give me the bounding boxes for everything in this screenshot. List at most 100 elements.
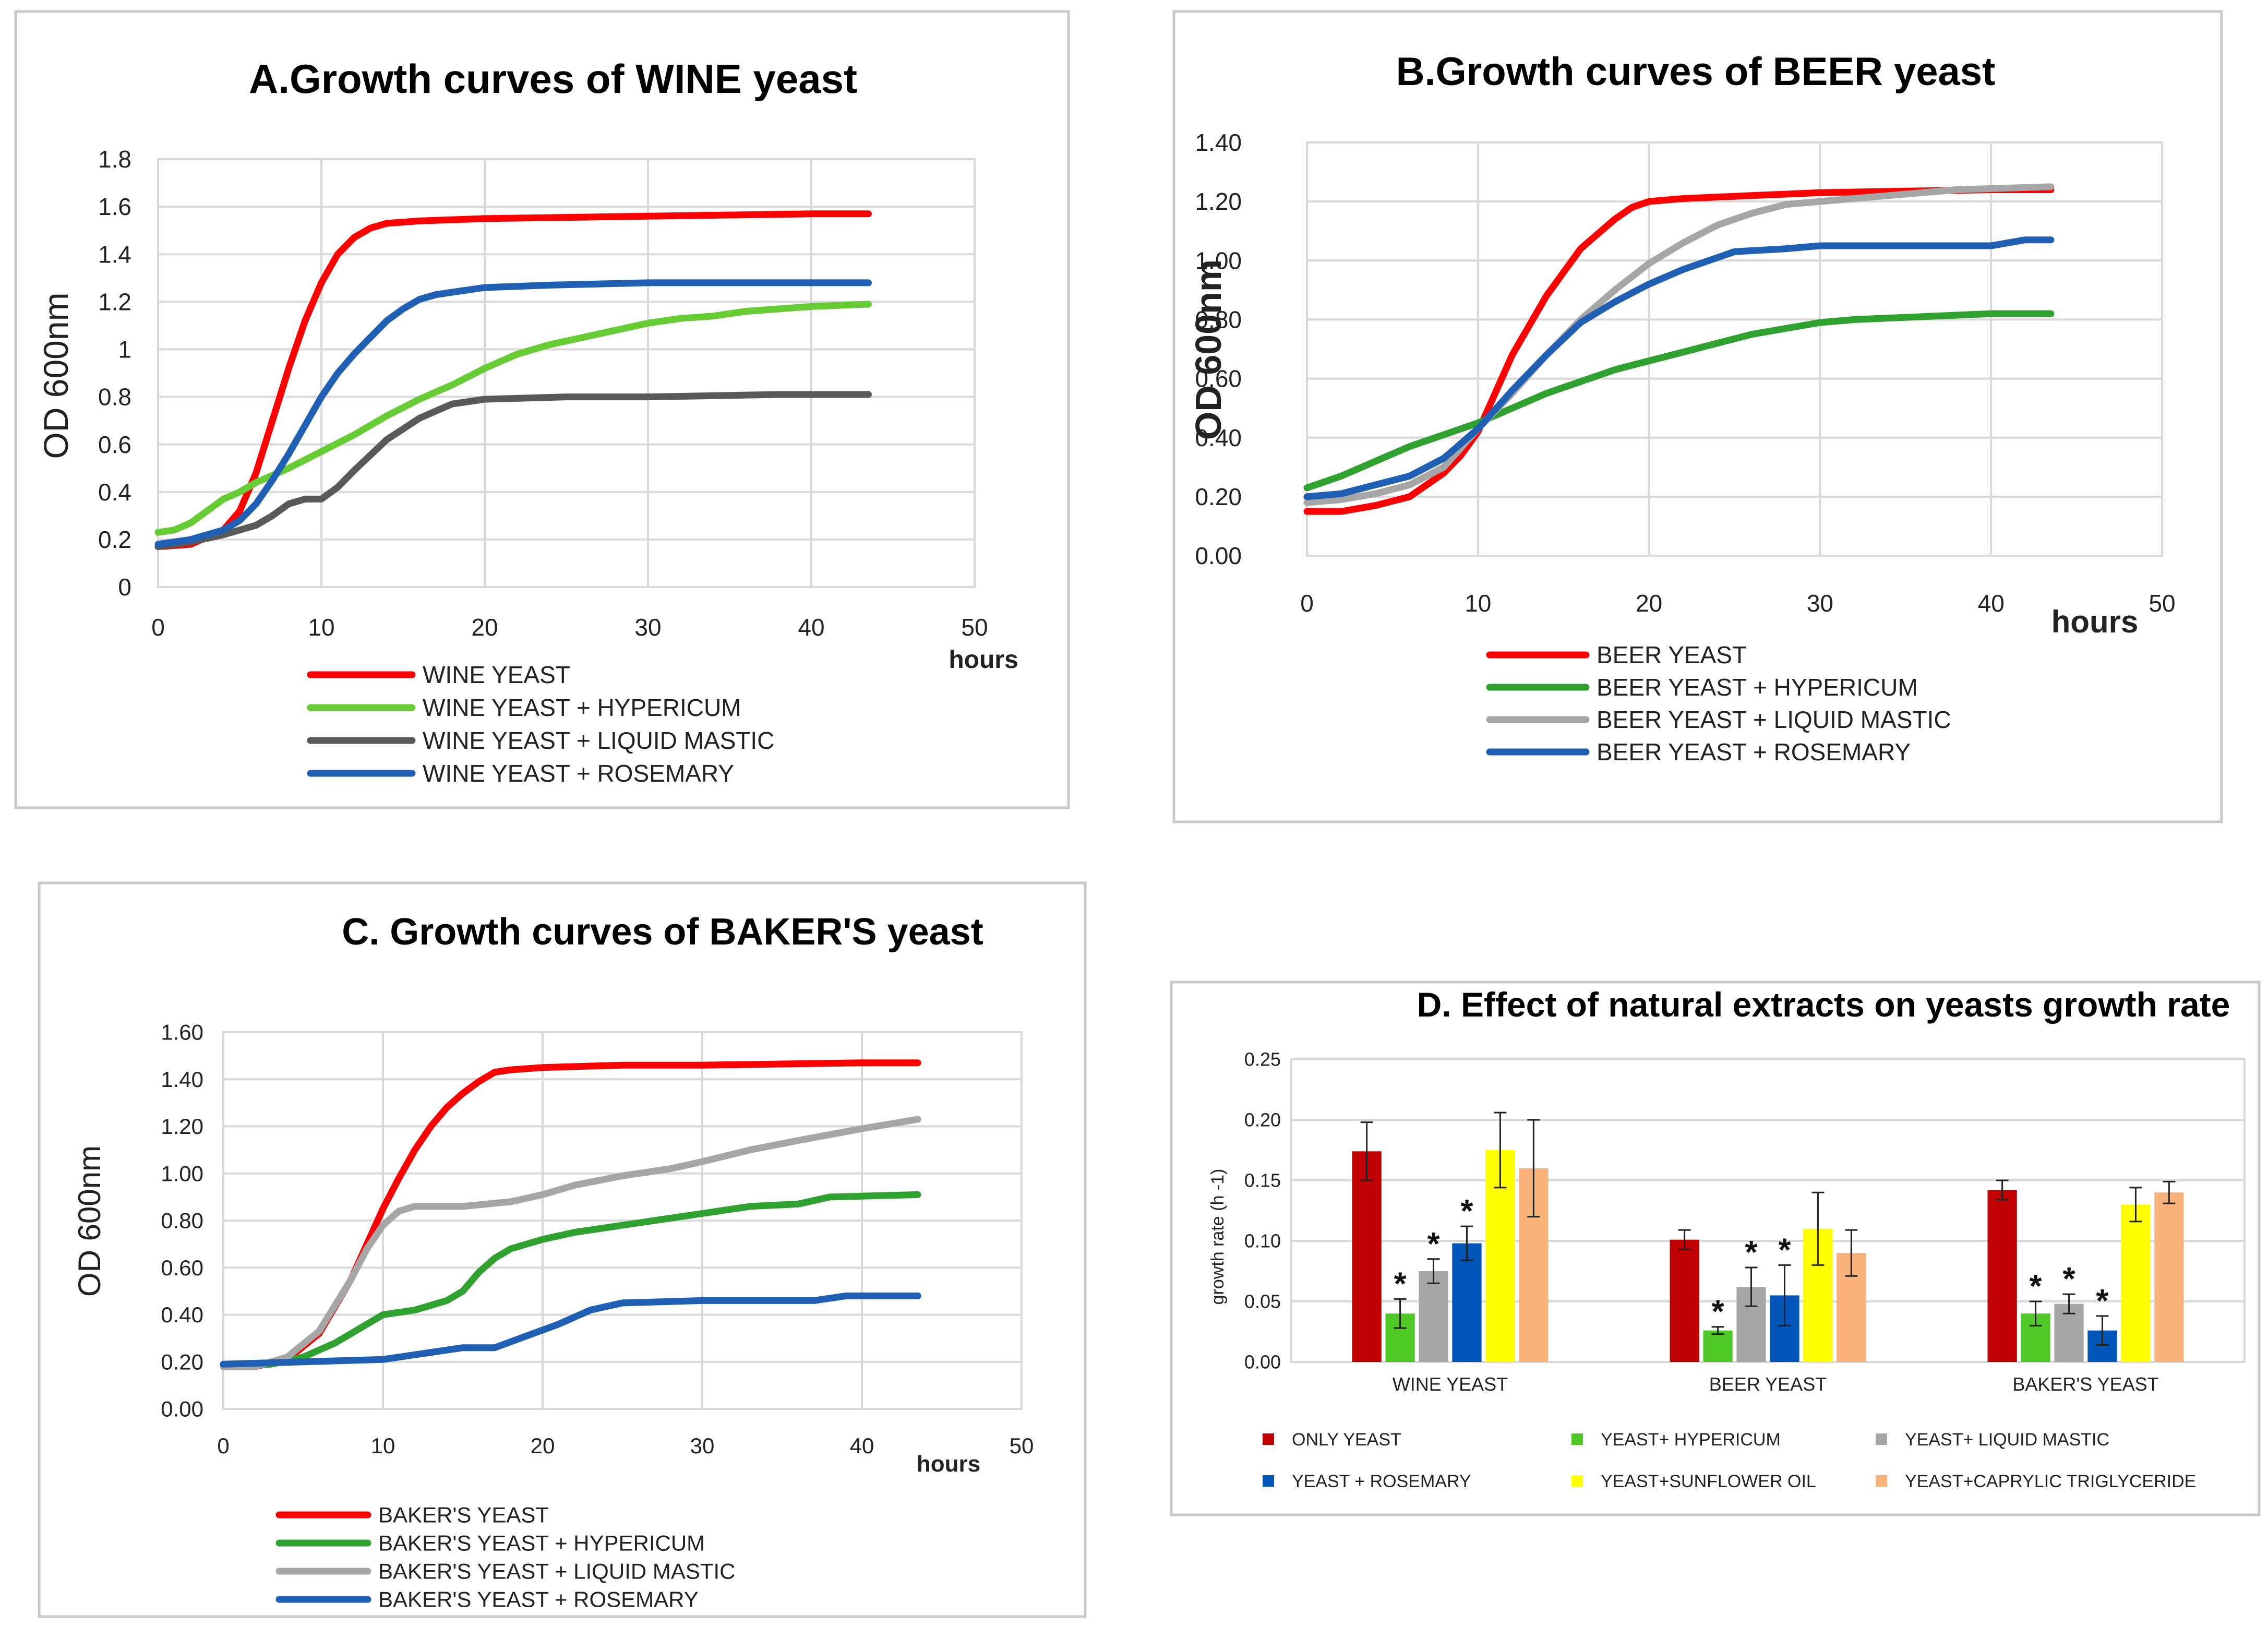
legend-entry-label: BEER YEAST + LIQUID MASTIC [1597, 706, 1951, 733]
y-tick-label: 0.80 [1195, 306, 1242, 333]
legend-entry-label: WINE YEAST + ROSEMARY [423, 760, 734, 787]
line-chart-panel-c: C. Growth curves of BAKER'S yeast 0.00 0.2… [38, 881, 1087, 1618]
significance-asterisk: * [1427, 1226, 1440, 1262]
y-axis-label: OD 600nm [1188, 259, 1229, 440]
legend-entry-label: YEAST+ LIQUID MASTIC [1905, 1430, 2109, 1450]
bar [2121, 1204, 2151, 1362]
x-tick-label: 10 [308, 614, 334, 641]
y-tick-label: 1.8 [98, 146, 131, 173]
series-line-4 [154, 279, 872, 548]
y-tick-label: 0.60 [1195, 365, 1242, 392]
chart-title: C. Growth curves of BAKER'S yeast [342, 911, 983, 953]
bar-chart-panel-d: D. Effect of natural extracts on yeasts … [1170, 981, 2261, 1516]
significance-asterisk: * [1460, 1193, 1473, 1229]
y-tick-label: 0.10 [1244, 1230, 1281, 1252]
y-tick-label: 0.20 [1244, 1109, 1281, 1131]
bar [1452, 1243, 1482, 1362]
category-tick-label: BAKER'S YEAST [2012, 1373, 2158, 1395]
series-line-3 [220, 1116, 921, 1370]
significance-asterisk: * [1394, 1266, 1407, 1302]
y-tick-label: 0.40 [161, 1302, 203, 1327]
significance-asterisk: * [2062, 1261, 2075, 1297]
x-tick-label: 30 [634, 614, 661, 641]
plot-area-border [222, 1031, 1023, 1410]
legend-entry-label: YEAST+ HYPERICUM [1601, 1430, 1781, 1450]
y-tick-label: 0.60 [161, 1256, 203, 1280]
legend-color-swatch [1571, 1433, 1583, 1445]
legend-entry-label: BAKER'S YEAST + ROSEMARY [378, 1587, 699, 1612]
legend-entry-label: BEER YEAST + HYPERICUM [1597, 674, 1918, 701]
series-line-1 [154, 210, 872, 551]
legend-color-swatch [1876, 1433, 1887, 1445]
series-line-4 [1303, 236, 2055, 500]
legend-entry-label: BAKER'S YEAST + LIQUID MASTIC [378, 1559, 736, 1584]
category-tick-label: WINE YEAST [1393, 1373, 1508, 1395]
significance-asterisk: * [1745, 1235, 1758, 1271]
series-line-2 [1303, 310, 2055, 492]
y-tick-label: 0.05 [1244, 1291, 1281, 1312]
x-tick-label: 20 [1636, 590, 1662, 617]
y-tick-label: 0.25 [1244, 1049, 1281, 1070]
y-tick-label: 0.00 [1244, 1352, 1281, 1373]
x-tick-label: 50 [1010, 1433, 1034, 1458]
significance-asterisk: * [1778, 1232, 1791, 1268]
bar [1352, 1151, 1382, 1362]
series-line-3 [154, 391, 872, 551]
panel-frame [1172, 10, 2223, 823]
y-tick-label: 1.00 [161, 1161, 203, 1186]
significance-asterisk: * [2096, 1283, 2109, 1319]
series-line-2 [220, 1191, 921, 1370]
y-tick-label: 1.40 [161, 1067, 203, 1092]
x-tick-label: 30 [1807, 590, 1833, 617]
series-line-1 [1303, 186, 2055, 515]
x-tick-label: 30 [690, 1433, 715, 1458]
y-tick-label: 0.20 [161, 1349, 203, 1374]
y-tick-label: 0.20 [1195, 483, 1242, 510]
plot-area-border [1306, 141, 2163, 557]
legend-entry-label: YEAST + ROSEMARY [1292, 1472, 1471, 1491]
x-tick-label: 40 [798, 614, 824, 641]
line-chart-panel-a: A.Growth curves of WINE yeast 0 0.2 0.4 0.6 0… [14, 10, 1070, 809]
bar [2154, 1192, 2184, 1362]
legend-entry-label: WINE YEAST + LIQUID MASTIC [423, 727, 774, 754]
legend-entry-label: BAKER'S YEAST + HYPERICUM [378, 1531, 705, 1556]
line-chart-panel-b: B.Growth curves of BEER yeast 0.00 0.20 0.4… [1172, 10, 2223, 823]
x-axis-label: hours [949, 646, 1018, 674]
y-tick-label: 1.6 [98, 193, 131, 220]
chart-title: B.Growth curves of BEER yeast [1396, 50, 1996, 94]
y-tick-label: 0.6 [98, 431, 131, 458]
legend-color-swatch [1876, 1475, 1887, 1487]
y-tick-label: 1.00 [1195, 247, 1242, 274]
x-tick-label: 0 [1300, 590, 1314, 617]
panel-frame [38, 881, 1087, 1618]
y-tick-label: 0.15 [1244, 1170, 1281, 1191]
legend-entry-label: ONLY YEAST [1292, 1430, 1401, 1450]
y-tick-label: 1.20 [1195, 188, 1242, 215]
y-tick-label: 0 [118, 573, 131, 601]
x-axis-label: hours [2051, 604, 2139, 639]
y-axis-label: OD 600nm [37, 292, 75, 459]
legend-entry-label: YEAST+SUNFLOWER OIL [1601, 1472, 1816, 1491]
y-tick-label: 1 [118, 336, 131, 363]
x-tick-label: 20 [471, 614, 498, 641]
y-tick-label: 0.40 [1195, 424, 1242, 451]
y-tick-label: 0.4 [98, 479, 131, 506]
legend-color-swatch [1263, 1475, 1274, 1487]
x-tick-label: 0 [217, 1433, 229, 1458]
significance-asterisk: * [1712, 1294, 1725, 1330]
y-tick-label: 1.2 [98, 288, 131, 315]
y-tick-label: 1.4 [98, 241, 131, 268]
series-line-4 [220, 1292, 921, 1368]
y-tick-label: 0.00 [161, 1397, 203, 1421]
series-line-2 [154, 301, 872, 536]
bar [1703, 1330, 1733, 1362]
y-tick-label: 1.20 [161, 1114, 203, 1139]
plot-area-border [157, 158, 976, 588]
y-tick-label: 0.00 [1195, 542, 1242, 569]
x-tick-label: 40 [850, 1433, 874, 1458]
y-axis-label: OD 600nm [72, 1145, 107, 1297]
y-tick-label: 0.80 [161, 1209, 203, 1233]
y-tick-label: 0.8 [98, 384, 131, 411]
y-tick-label: 1.40 [1195, 129, 1242, 156]
